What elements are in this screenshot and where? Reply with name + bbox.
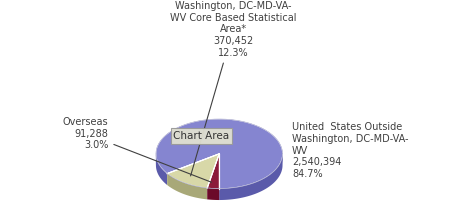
Polygon shape xyxy=(207,188,219,200)
Polygon shape xyxy=(167,174,207,199)
Text: Chart Area: Chart Area xyxy=(173,131,230,141)
Text: United  States Outside
Washington, DC-MD-VA-
WV
2,540,394
84.7%: United States Outside Washington, DC-MD-… xyxy=(292,122,408,179)
Polygon shape xyxy=(156,119,283,165)
Polygon shape xyxy=(207,154,219,189)
Text: Overseas
91,288
3.0%: Overseas 91,288 3.0% xyxy=(63,117,212,182)
Polygon shape xyxy=(156,154,167,185)
Polygon shape xyxy=(156,119,283,189)
Polygon shape xyxy=(167,154,219,188)
Polygon shape xyxy=(219,154,283,200)
Text: Washington, DC-MD-VA-
WV Core Based Statistical
Area*
370,452
12.3%: Washington, DC-MD-VA- WV Core Based Stat… xyxy=(170,1,296,176)
